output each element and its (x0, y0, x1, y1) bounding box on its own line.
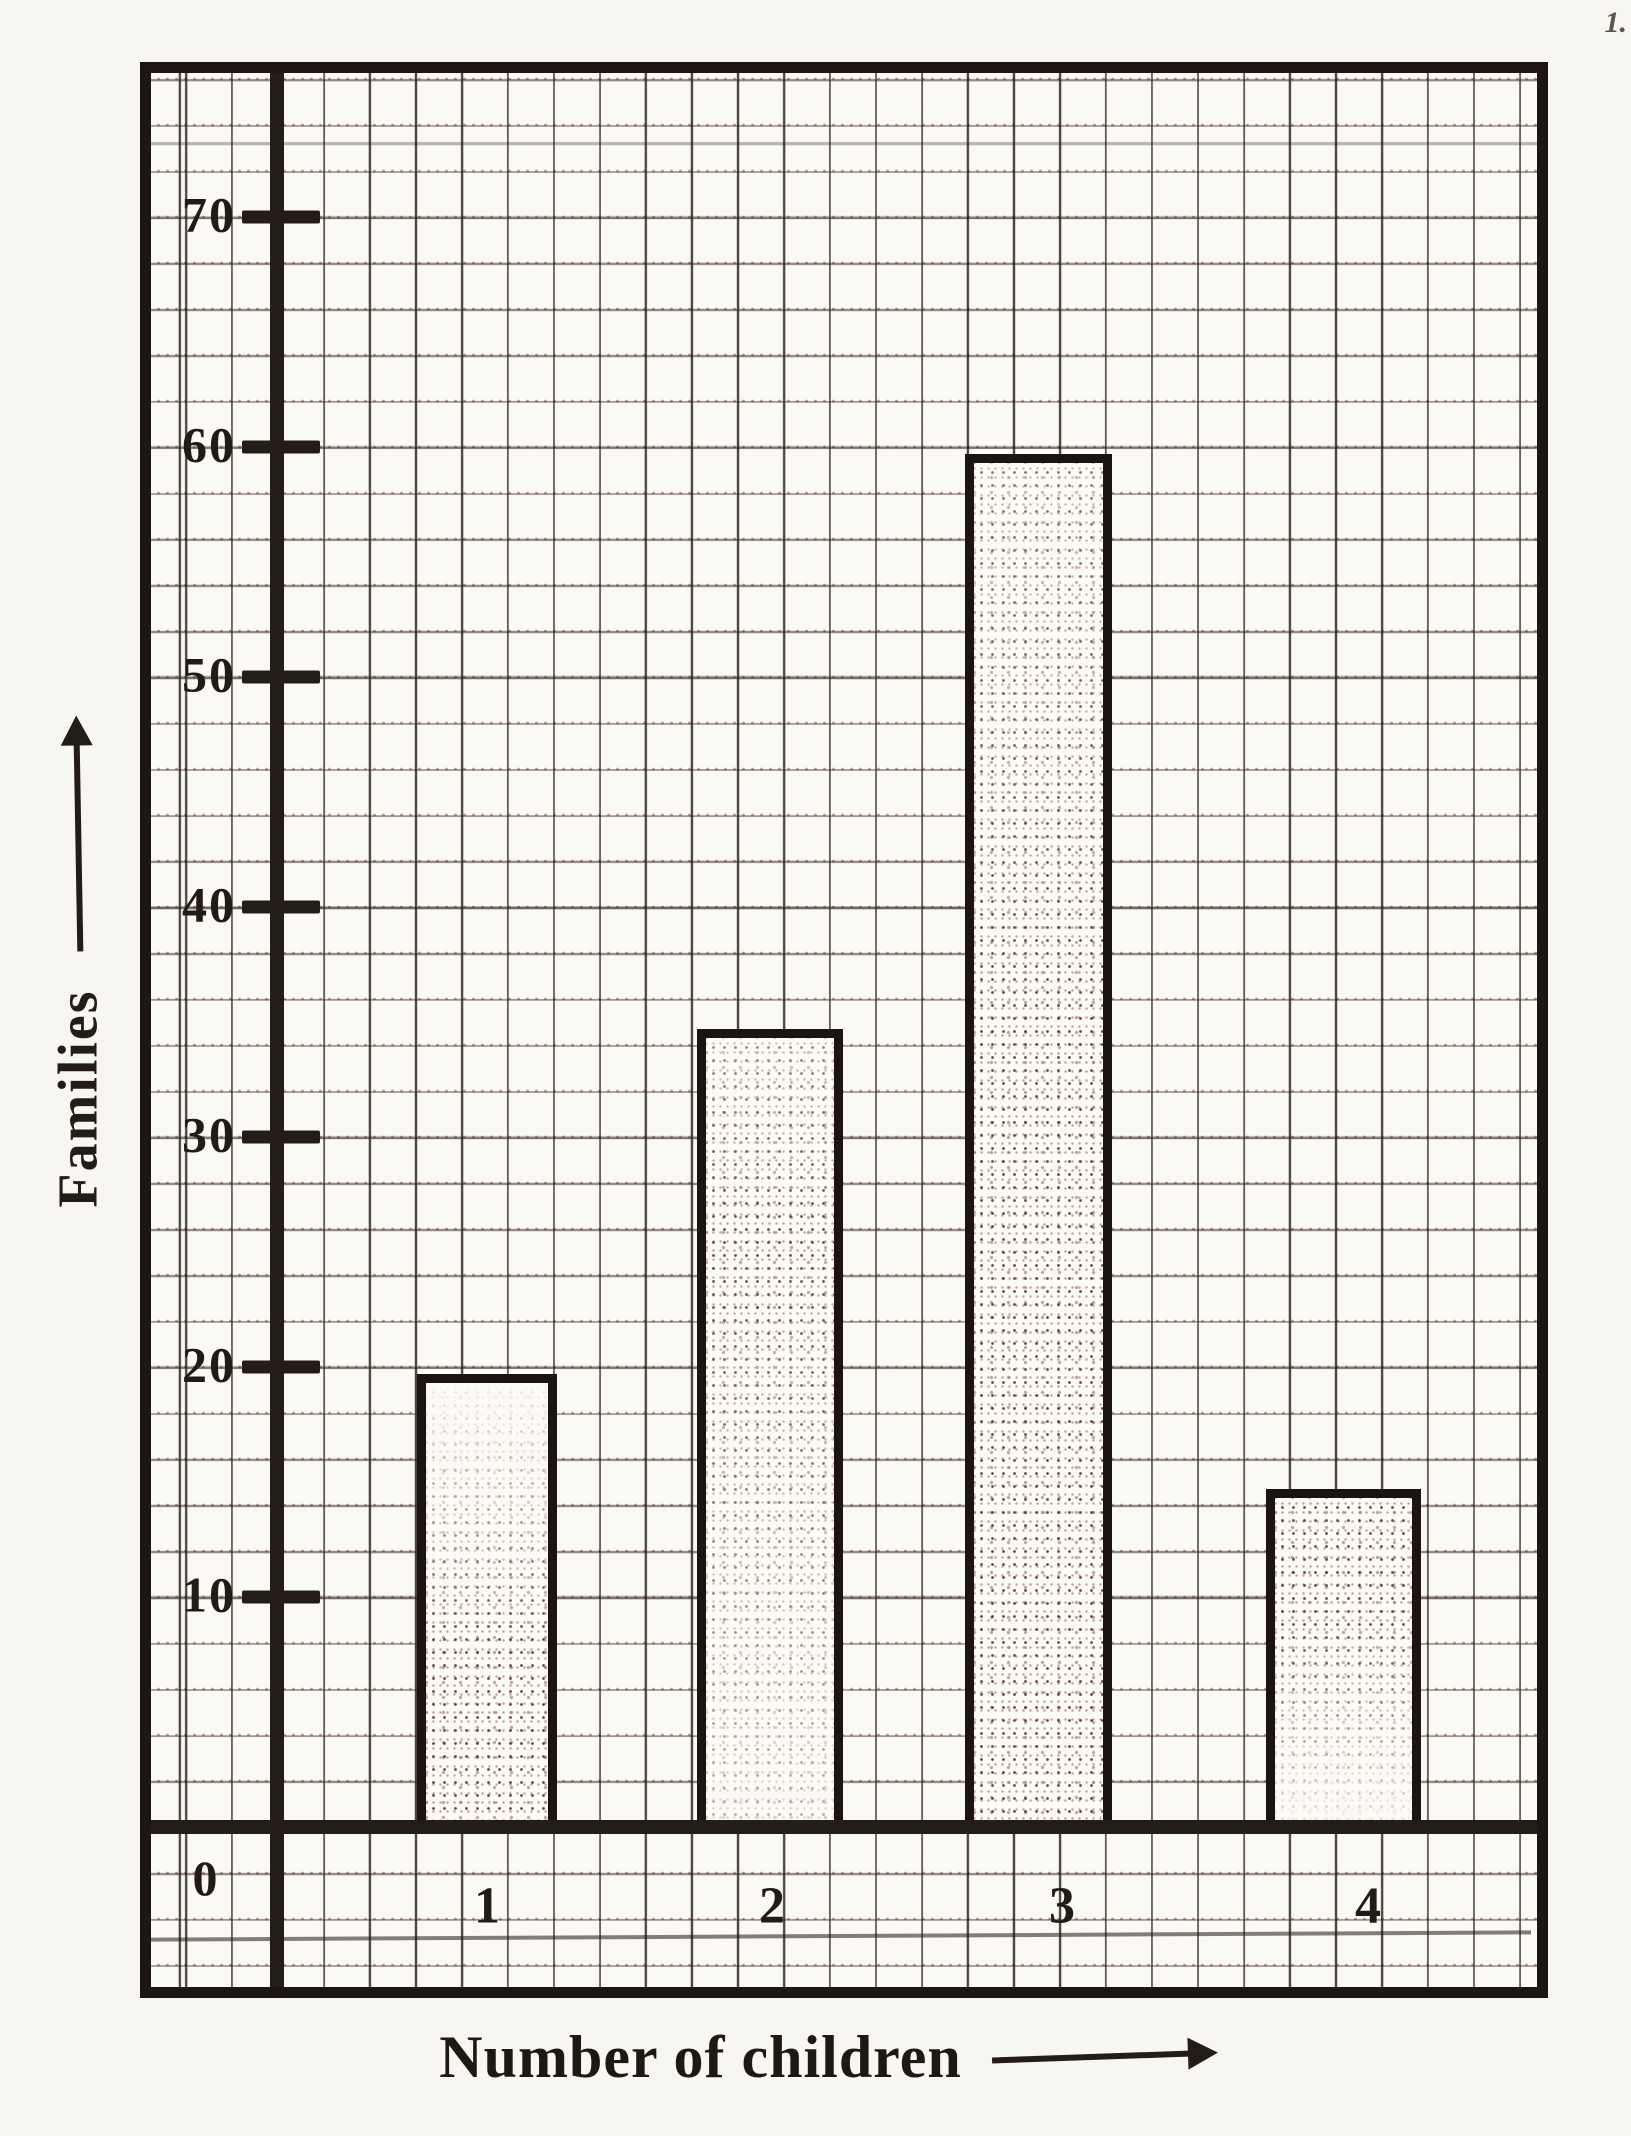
ytick-row-50: 50 (105, 647, 320, 707)
ytick-label: 10 (182, 1566, 236, 1623)
x-axis-title: Number of children (0, 2012, 1631, 2102)
right-arrow-icon (991, 2050, 1192, 2064)
ytick-row-10: 10 (105, 1567, 320, 1627)
tick-mark-icon (242, 1360, 320, 1374)
ytick-row-60: 60 (105, 417, 320, 477)
tick-mark-icon (242, 440, 320, 454)
xtick-label-3: 3 (1049, 1877, 1075, 1935)
ytick-label: 30 (182, 1106, 236, 1163)
ytick-row-20: 20 (105, 1337, 320, 1397)
tick-mark-icon (242, 1590, 320, 1604)
bar-2-children (697, 1029, 843, 1834)
xtick-label-4: 4 (1355, 1877, 1381, 1935)
tick-mark-icon (242, 1130, 320, 1144)
bar-1-child (417, 1374, 557, 1834)
ytick-label: 70 (182, 186, 236, 243)
y-axis-title: Families (16, 545, 141, 1405)
ytick-row-40: 40 (105, 877, 320, 937)
ytick-label: 50 (182, 646, 236, 703)
tick-mark-icon (242, 670, 320, 684)
tick-mark-icon (242, 210, 320, 224)
ytick-label: 20 (182, 1336, 236, 1393)
origin-label: 0 (192, 1850, 218, 1906)
tick-mark-icon (242, 900, 320, 914)
bar-4-children (1266, 1489, 1421, 1834)
ytick-label: 40 (182, 876, 236, 933)
up-arrow-icon (73, 741, 83, 952)
xtick-label-1: 1 (474, 1877, 500, 1935)
y-axis-title-text: Families (47, 989, 109, 1208)
xtick-label-2: 2 (759, 1877, 785, 1935)
bar-3-children (965, 454, 1112, 1834)
ytick-label: 60 (182, 416, 236, 473)
ytick-row-70: 70 (105, 187, 320, 247)
x-axis-line (151, 1820, 1537, 1834)
page-corner-mark: 1. (1604, 6, 1628, 39)
ytick-row-30: 30 (105, 1107, 320, 1167)
x-axis-title-text: Number of children (439, 2023, 962, 2090)
y-axis-line (270, 73, 284, 1987)
